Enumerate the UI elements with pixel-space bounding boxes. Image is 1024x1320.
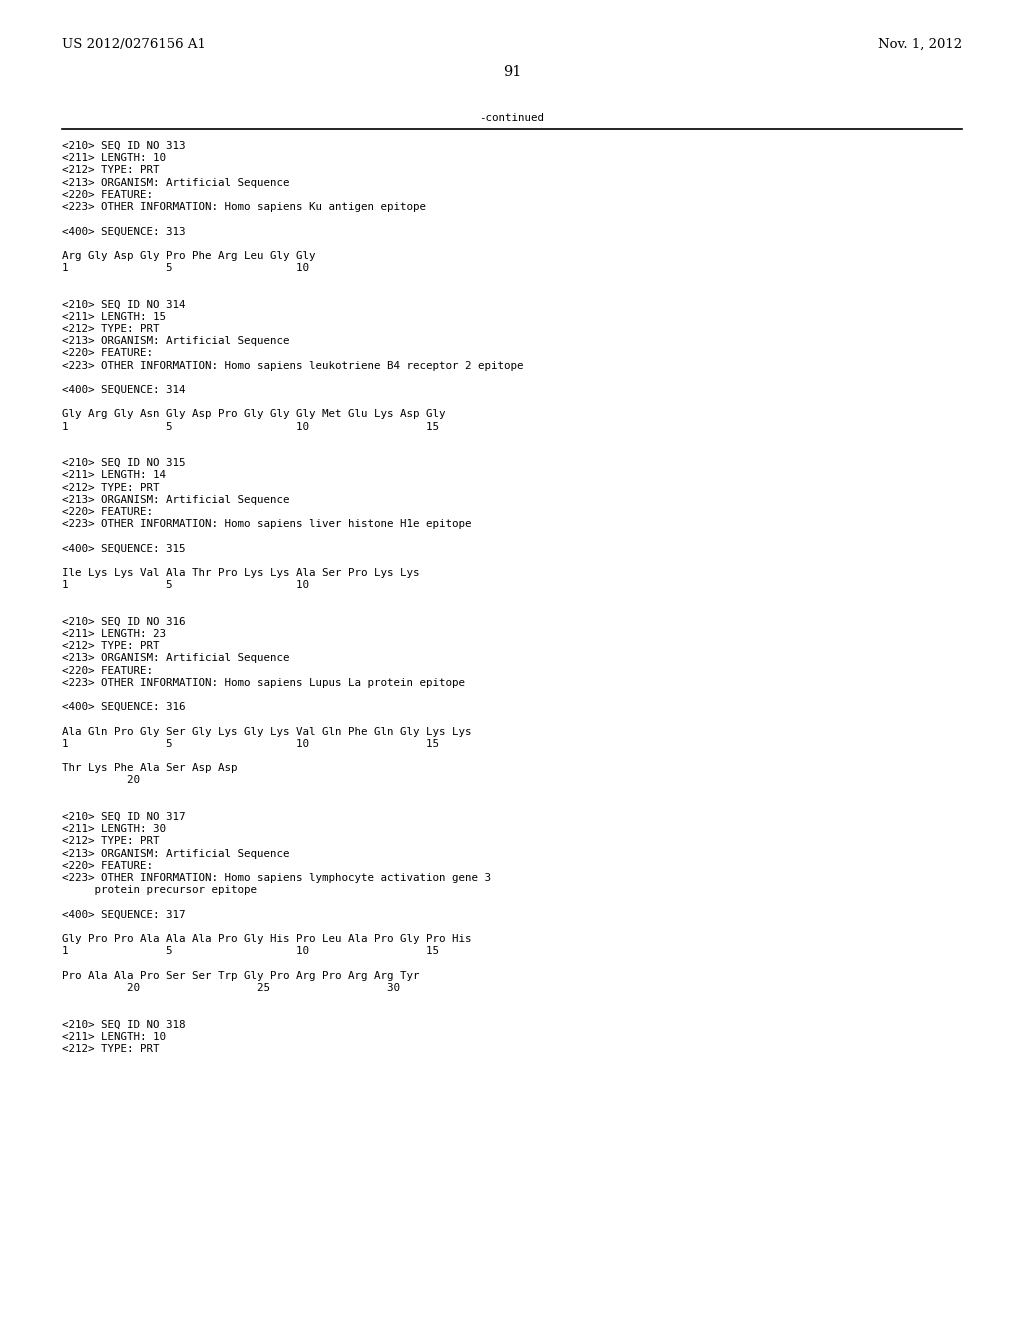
Text: 1               5                   10                  15: 1 5 10 15 [62,946,439,956]
Text: <220> FEATURE:: <220> FEATURE: [62,507,153,517]
Text: -continued: -continued [479,114,545,123]
Text: <212> TYPE: PRT: <212> TYPE: PRT [62,1044,160,1053]
Text: 1               5                   10                  15: 1 5 10 15 [62,421,439,432]
Text: <211> LENGTH: 15: <211> LENGTH: 15 [62,312,166,322]
Text: 20: 20 [62,775,140,785]
Text: <210> SEQ ID NO 316: <210> SEQ ID NO 316 [62,616,185,627]
Text: <223> OTHER INFORMATION: Homo sapiens Lupus La protein epitope: <223> OTHER INFORMATION: Homo sapiens Lu… [62,677,465,688]
Text: <211> LENGTH: 10: <211> LENGTH: 10 [62,1032,166,1041]
Text: <212> TYPE: PRT: <212> TYPE: PRT [62,837,160,846]
Text: <210> SEQ ID NO 317: <210> SEQ ID NO 317 [62,812,185,822]
Text: <223> OTHER INFORMATION: Homo sapiens Ku antigen epitope: <223> OTHER INFORMATION: Homo sapiens Ku… [62,202,426,213]
Text: US 2012/0276156 A1: US 2012/0276156 A1 [62,38,206,51]
Text: <400> SEQUENCE: 317: <400> SEQUENCE: 317 [62,909,185,920]
Text: 1               5                   10: 1 5 10 [62,581,309,590]
Text: <210> SEQ ID NO 314: <210> SEQ ID NO 314 [62,300,185,310]
Text: <211> LENGTH: 23: <211> LENGTH: 23 [62,630,166,639]
Text: <211> LENGTH: 10: <211> LENGTH: 10 [62,153,166,164]
Text: <213> ORGANISM: Artificial Sequence: <213> ORGANISM: Artificial Sequence [62,178,290,187]
Text: Ala Gln Pro Gly Ser Gly Lys Gly Lys Val Gln Phe Gln Gly Lys Lys: Ala Gln Pro Gly Ser Gly Lys Gly Lys Val … [62,726,471,737]
Text: <400> SEQUENCE: 315: <400> SEQUENCE: 315 [62,544,185,553]
Text: <220> FEATURE:: <220> FEATURE: [62,665,153,676]
Text: <213> ORGANISM: Artificial Sequence: <213> ORGANISM: Artificial Sequence [62,849,290,858]
Text: <210> SEQ ID NO 318: <210> SEQ ID NO 318 [62,1019,185,1030]
Text: Pro Ala Ala Pro Ser Ser Trp Gly Pro Arg Pro Arg Arg Tyr: Pro Ala Ala Pro Ser Ser Trp Gly Pro Arg … [62,970,420,981]
Text: <211> LENGTH: 14: <211> LENGTH: 14 [62,470,166,480]
Text: <220> FEATURE:: <220> FEATURE: [62,861,153,871]
Text: <400> SEQUENCE: 313: <400> SEQUENCE: 313 [62,227,185,236]
Text: <400> SEQUENCE: 314: <400> SEQUENCE: 314 [62,385,185,395]
Text: <223> OTHER INFORMATION: Homo sapiens lymphocyte activation gene 3: <223> OTHER INFORMATION: Homo sapiens ly… [62,873,490,883]
Text: <210> SEQ ID NO 313: <210> SEQ ID NO 313 [62,141,185,150]
Text: <213> ORGANISM: Artificial Sequence: <213> ORGANISM: Artificial Sequence [62,653,290,664]
Text: <213> ORGANISM: Artificial Sequence: <213> ORGANISM: Artificial Sequence [62,495,290,504]
Text: protein precursor epitope: protein precursor epitope [62,886,257,895]
Text: Thr Lys Phe Ala Ser Asp Asp: Thr Lys Phe Ala Ser Asp Asp [62,763,238,774]
Text: <212> TYPE: PRT: <212> TYPE: PRT [62,483,160,492]
Text: <212> TYPE: PRT: <212> TYPE: PRT [62,642,160,651]
Text: <211> LENGTH: 30: <211> LENGTH: 30 [62,824,166,834]
Text: Nov. 1, 2012: Nov. 1, 2012 [878,38,962,51]
Text: Ile Lys Lys Val Ala Thr Pro Lys Lys Ala Ser Pro Lys Lys: Ile Lys Lys Val Ala Thr Pro Lys Lys Ala … [62,568,420,578]
Text: 1               5                   10: 1 5 10 [62,263,309,273]
Text: 1               5                   10                  15: 1 5 10 15 [62,739,439,748]
Text: <212> TYPE: PRT: <212> TYPE: PRT [62,165,160,176]
Text: <213> ORGANISM: Artificial Sequence: <213> ORGANISM: Artificial Sequence [62,337,290,346]
Text: 91: 91 [503,65,521,79]
Text: Arg Gly Asp Gly Pro Phe Arg Leu Gly Gly: Arg Gly Asp Gly Pro Phe Arg Leu Gly Gly [62,251,315,261]
Text: 20                  25                  30: 20 25 30 [62,983,400,993]
Text: <210> SEQ ID NO 315: <210> SEQ ID NO 315 [62,458,185,469]
Text: <400> SEQUENCE: 316: <400> SEQUENCE: 316 [62,702,185,713]
Text: <220> FEATURE:: <220> FEATURE: [62,190,153,199]
Text: <223> OTHER INFORMATION: Homo sapiens leukotriene B4 receptor 2 epitope: <223> OTHER INFORMATION: Homo sapiens le… [62,360,523,371]
Text: <223> OTHER INFORMATION: Homo sapiens liver histone H1e epitope: <223> OTHER INFORMATION: Homo sapiens li… [62,519,471,529]
Text: <212> TYPE: PRT: <212> TYPE: PRT [62,323,160,334]
Text: Gly Pro Pro Ala Ala Ala Pro Gly His Pro Leu Ala Pro Gly Pro His: Gly Pro Pro Ala Ala Ala Pro Gly His Pro … [62,935,471,944]
Text: Gly Arg Gly Asn Gly Asp Pro Gly Gly Gly Met Glu Lys Asp Gly: Gly Arg Gly Asn Gly Asp Pro Gly Gly Gly … [62,409,445,420]
Text: <220> FEATURE:: <220> FEATURE: [62,348,153,359]
